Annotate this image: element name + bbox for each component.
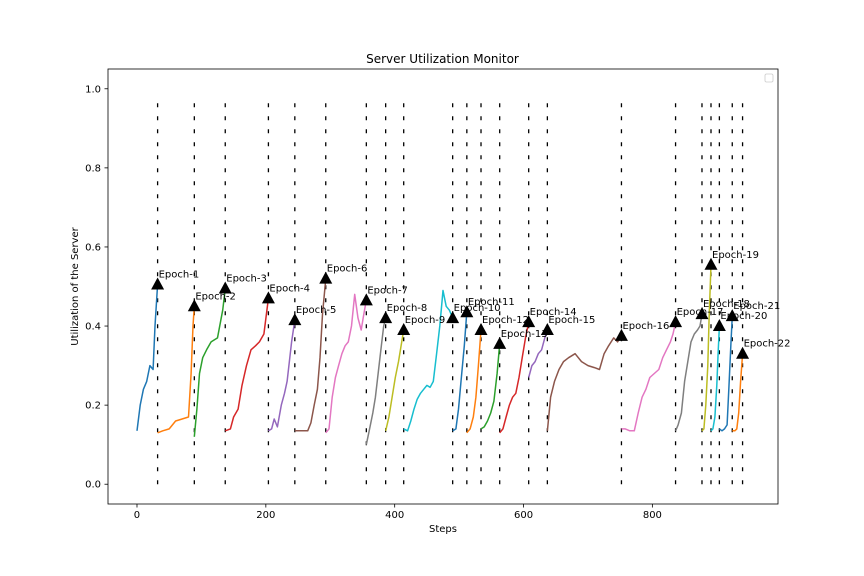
epoch-label-5: Epoch-5 (296, 305, 337, 316)
epoch-label-1: Epoch-1 (159, 270, 200, 281)
y-tick-label-3: 0.4 (85, 322, 101, 333)
axes-frame (107, 68, 779, 505)
epoch-marker-10 (446, 311, 460, 324)
series-line-18 (674, 314, 703, 432)
series-line-13 (480, 343, 501, 430)
legend-box (764, 73, 774, 83)
epoch-marker-20 (712, 319, 726, 332)
epoch-marker-13 (493, 336, 507, 349)
x-axis-label: Steps (429, 524, 457, 535)
y-tick-label-6: 1.0 (85, 84, 101, 95)
series-line-4 (225, 298, 270, 432)
epoch-marker-9 (397, 323, 411, 335)
epoch-marker-2 (187, 299, 201, 312)
epoch-marker-19 (704, 257, 718, 270)
x-tick-label-1: 0 (134, 510, 140, 521)
series-line-5 (268, 319, 296, 432)
epoch-label-9: Epoch-9 (405, 315, 446, 326)
y-tick-label-1: 0.0 (85, 480, 101, 491)
epoch-marker-11 (460, 305, 474, 318)
epoch-label-19: Epoch-19 (712, 250, 759, 261)
epoch-label-10: Epoch-10 (454, 303, 501, 314)
epoch-label-16: Epoch-16 (622, 321, 669, 332)
epoch-label-6: Epoch-6 (327, 264, 368, 275)
epoch-label-14: Epoch-14 (530, 307, 577, 318)
series-line-21 (718, 316, 734, 432)
series-line-22 (732, 353, 744, 432)
epoch-marker-8 (379, 311, 393, 324)
epoch-label-15: Epoch-15 (548, 315, 595, 326)
series-line-17 (621, 321, 677, 432)
series-line-3 (193, 288, 227, 437)
epoch-label-20: Epoch-20 (720, 311, 767, 322)
series-line-1 (136, 284, 159, 431)
epoch-marker-17 (669, 315, 683, 328)
epoch-label-12: Epoch-12 (482, 315, 529, 326)
epoch-marker-7 (359, 293, 373, 306)
x-tick-label-3: 400 (385, 510, 404, 521)
series-line-20 (710, 325, 721, 432)
epoch-label-11: Epoch-11 (468, 297, 515, 308)
epoch-marker-15 (540, 323, 554, 335)
epoch-marker-5 (288, 313, 302, 326)
y-tick-label-5: 0.8 (85, 163, 101, 174)
epoch-marker-18 (695, 307, 709, 320)
epoch-marker-6 (319, 271, 333, 284)
series-line-8 (365, 317, 387, 445)
epoch-label-22: Epoch-22 (744, 339, 791, 350)
y-tick-label-4: 0.6 (85, 242, 101, 253)
series-line-19 (701, 264, 712, 432)
series-line-12 (466, 329, 482, 434)
chart-title: Server Utilization Monitor (366, 52, 519, 66)
epoch-marker-12 (474, 323, 488, 335)
y-tick-label-2: 0.2 (85, 401, 101, 412)
series-line-10 (403, 289, 454, 432)
epoch-label-8: Epoch-8 (387, 303, 428, 314)
x-tick-label-2: 200 (256, 510, 275, 521)
series-line-14 (499, 321, 530, 434)
epoch-label-3: Epoch-3 (226, 273, 267, 284)
series-line-9 (384, 329, 405, 431)
epoch-marker-16 (614, 328, 628, 341)
epoch-label-21: Epoch-21 (733, 301, 780, 312)
epoch-marker-21 (725, 309, 739, 322)
epoch-marker-1 (151, 277, 165, 290)
epoch-label-7: Epoch-7 (367, 285, 408, 296)
epoch-marker-22 (736, 346, 750, 359)
epoch-label-13: Epoch-13 (501, 329, 548, 340)
epoch-label-4: Epoch-4 (269, 283, 310, 294)
epoch-marker-14 (522, 315, 536, 328)
epoch-marker-3 (218, 281, 232, 294)
series-line-6 (294, 278, 327, 432)
series-line-7 (325, 293, 368, 434)
x-axis: 0 200 400 600 800 (134, 504, 662, 521)
y-axis: 0.0 0.2 0.4 0.6 0.8 1.0 (85, 84, 108, 491)
epoch-label-2: Epoch-2 (195, 291, 236, 302)
series-line-11 (452, 312, 468, 432)
epoch-label-18: Epoch-18 (703, 299, 750, 310)
series-line-2 (157, 306, 196, 434)
x-tick-label-4: 600 (514, 510, 533, 521)
x-tick-label-5: 800 (643, 510, 662, 521)
epoch-marker-4 (261, 291, 275, 304)
series-line-15 (527, 329, 549, 378)
series-line-16 (546, 335, 623, 431)
y-axis-label: Utilization of the Server (70, 226, 81, 345)
